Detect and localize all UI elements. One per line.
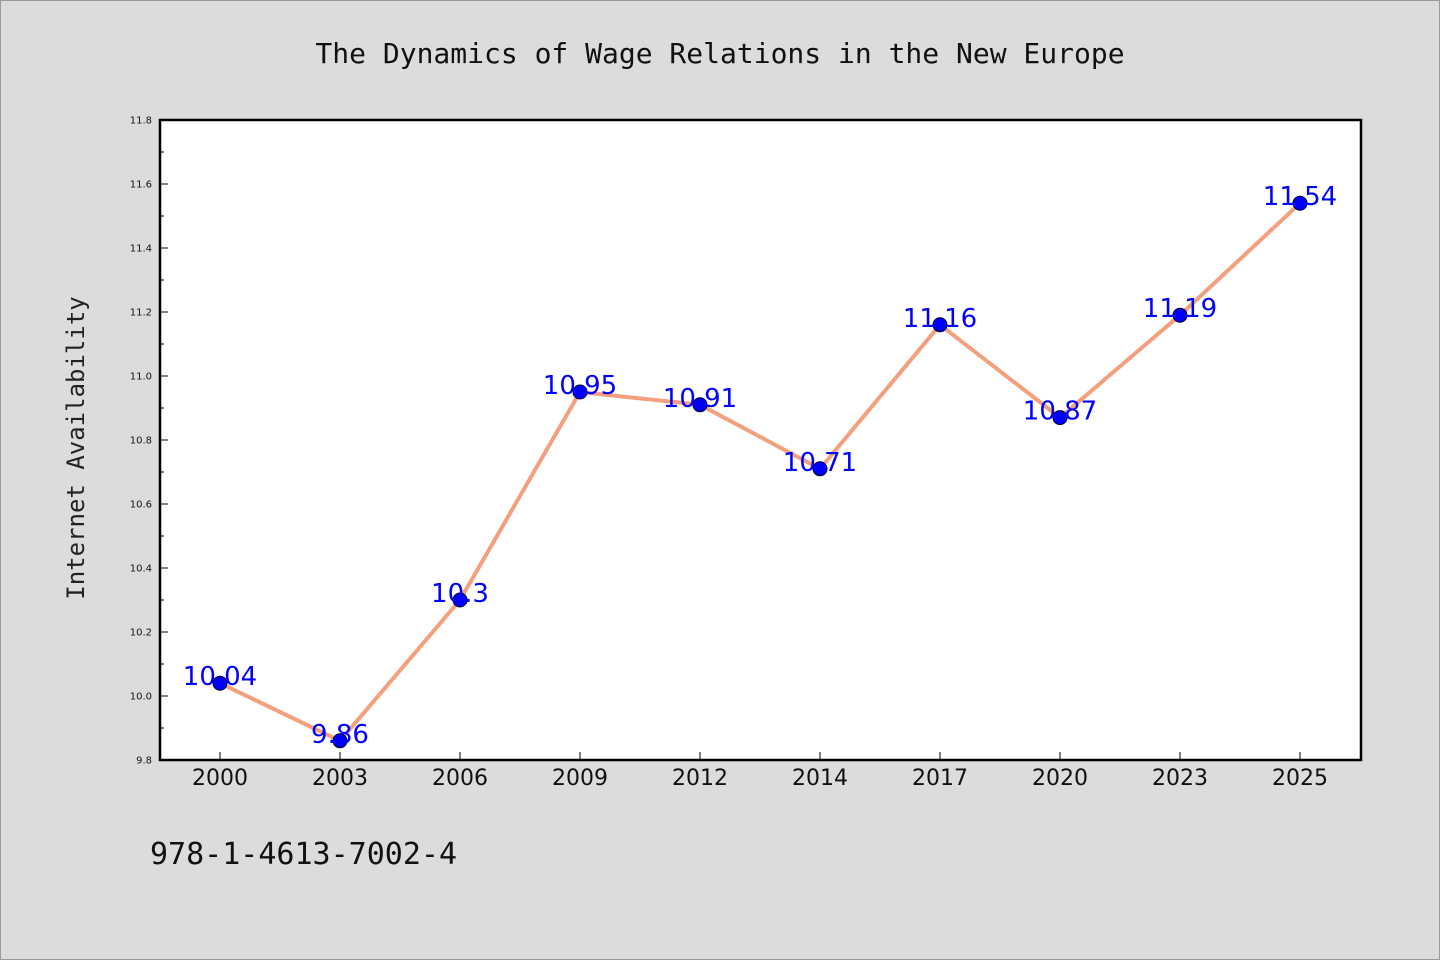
data-point-marker bbox=[332, 733, 348, 749]
data-value-label: 10.04 bbox=[183, 662, 257, 692]
isbn-footer: 978-1-4613-7002-4 bbox=[150, 837, 457, 872]
data-point-marker bbox=[812, 461, 828, 477]
data-value-label: 10.91 bbox=[663, 384, 737, 414]
x-tick-label: 2012 bbox=[672, 766, 728, 791]
y-tick-label: 10.2 bbox=[130, 628, 152, 639]
data-point-marker bbox=[212, 675, 228, 691]
series-line bbox=[218, 201, 1302, 743]
x-tick-label: 2014 bbox=[792, 766, 848, 791]
data-point-marker bbox=[692, 397, 708, 413]
x-axis-ticks: 2000 2003 2006 2009 2012 2014 2017 2020 2023 2025 bbox=[192, 752, 1328, 791]
x-tick-label: 2006 bbox=[432, 766, 488, 791]
x-tick-label: 2009 bbox=[552, 766, 608, 791]
data-point-marker bbox=[452, 592, 468, 608]
data-value-label: 11.54 bbox=[1263, 182, 1337, 212]
data-point-marker bbox=[1292, 195, 1308, 211]
data-value-label: 10.3 bbox=[431, 579, 489, 609]
data-point-marker bbox=[572, 384, 588, 400]
y-axis-ticks: 9.8 10.0 10.2 10.4 10.6 10.8 11.0 11.2 11.4 11.6 1… bbox=[130, 116, 168, 767]
data-value-label: 9.86 bbox=[311, 720, 369, 750]
y-axis-label: Internet Availability bbox=[62, 296, 90, 599]
series-line-group bbox=[218, 201, 1302, 743]
x-tick-label: 2020 bbox=[1032, 766, 1088, 791]
y-tick-label: 11.2 bbox=[130, 308, 152, 319]
y-tick-label: 11.0 bbox=[130, 372, 152, 383]
y-tick-label: 10.6 bbox=[130, 500, 152, 511]
data-value-label: 10.95 bbox=[543, 371, 617, 401]
y-tick-label: 9.8 bbox=[136, 756, 152, 767]
x-tick-label: 2025 bbox=[1272, 766, 1328, 791]
plot-border bbox=[158, 118, 1363, 762]
data-point-marker bbox=[1052, 410, 1068, 426]
data-value-label: 10.87 bbox=[1023, 397, 1097, 427]
y-tick-label: 10.4 bbox=[130, 564, 152, 575]
data-labels: 10.04 9.86 10.3 10.95 10.91 10.71 11.16 10.87 11… bbox=[183, 182, 1337, 750]
y-tick-label: 10.8 bbox=[130, 436, 152, 447]
y-tick-label: 11.8 bbox=[130, 116, 152, 127]
x-tick-label: 2023 bbox=[1152, 766, 1208, 791]
x-tick-label: 2000 bbox=[192, 766, 248, 791]
y-tick-label: 11.4 bbox=[130, 244, 152, 255]
x-tick-label: 2017 bbox=[912, 766, 968, 791]
data-point-marker bbox=[1172, 307, 1188, 323]
x-tick-label: 2003 bbox=[312, 766, 368, 791]
data-point-marker bbox=[932, 317, 948, 333]
y-tick-label: 10.0 bbox=[130, 692, 152, 703]
plot-area bbox=[160, 120, 1361, 760]
data-value-label: 10.71 bbox=[783, 448, 857, 478]
y-tick-label: 11.6 bbox=[130, 180, 152, 191]
data-value-label: 11.16 bbox=[903, 304, 977, 334]
data-markers bbox=[212, 195, 1308, 749]
chart-title: The Dynamics of Wage Relations in the Ne… bbox=[315, 37, 1124, 70]
data-value-label: 11.19 bbox=[1143, 294, 1217, 324]
